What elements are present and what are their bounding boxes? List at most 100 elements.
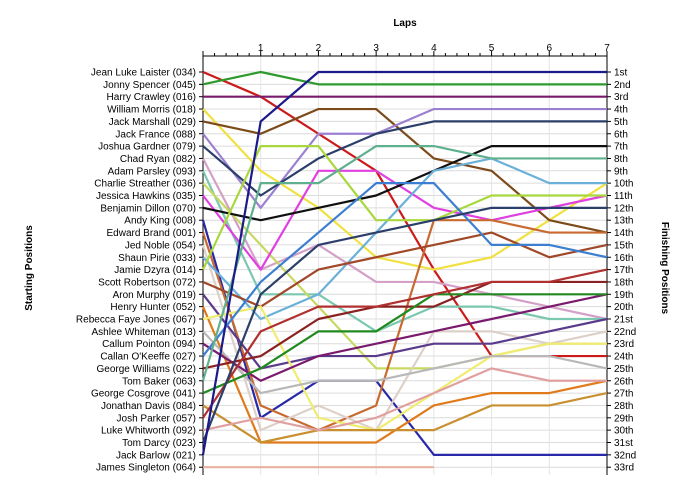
left-axis-title: Starting Positions <box>24 225 35 311</box>
starting-position-label: Henry Hunter (052) <box>110 302 196 313</box>
starting-position-label: Jack Barlow (021) <box>116 450 196 461</box>
finishing-position-label: 16th <box>614 253 633 264</box>
series-line <box>202 293 608 370</box>
starting-position-label: Jamie Dzyra (014) <box>114 265 196 276</box>
finishing-position-label: 22nd <box>614 327 636 338</box>
starting-position-label: Tom Baker (063) <box>122 376 196 387</box>
finishing-position-label: 1st <box>614 68 628 79</box>
starting-position-label: George Williams (022) <box>97 364 196 375</box>
finishing-position-label: 3rd <box>614 92 628 103</box>
finishing-position-label: 32nd <box>614 450 636 461</box>
finishing-position-label: 25th <box>614 364 633 375</box>
finishing-position-label: 27th <box>614 389 633 400</box>
finishing-position-label: 14th <box>614 228 633 239</box>
finishing-position-label: 33rd <box>614 463 634 474</box>
starting-position-label: Charlie Streather (036) <box>94 179 196 190</box>
series-line <box>202 107 608 234</box>
finishing-position-label: 13th <box>614 216 633 227</box>
finishing-position-label: 19th <box>614 290 633 301</box>
series-lines <box>201 70 608 469</box>
series-line <box>202 293 607 395</box>
finishing-position-label: 7th <box>614 142 628 153</box>
finishing-position-label: 5th <box>614 117 628 128</box>
finishing-position-label: 26th <box>614 376 633 387</box>
starting-position-label: Callum Pointon (094) <box>102 339 196 350</box>
lap-tick-label: 1 <box>258 43 264 54</box>
starting-position-label: Jonathan Davis (084) <box>101 401 196 412</box>
series-line <box>202 268 608 419</box>
starting-position-label: Jonny Spencer (045) <box>103 80 196 91</box>
lap-tick-label: 3 <box>373 43 379 54</box>
finishing-position-label: 17th <box>614 265 633 276</box>
right-axis-title: Finishing Positions <box>659 222 670 315</box>
series-line <box>202 367 607 432</box>
series-line <box>202 120 607 197</box>
lap-tick-label: 5 <box>489 43 495 54</box>
series-line <box>202 231 608 308</box>
starting-position-label: Harry Crawley (016) <box>107 92 196 103</box>
finishing-position-label: 11th <box>614 191 633 202</box>
series-line <box>202 70 607 86</box>
finishing-position-label: 21st <box>614 315 633 326</box>
series-line <box>202 392 608 444</box>
starting-position-label: Jack Marshall (029) <box>109 117 196 128</box>
finishing-position-label: 10th <box>614 179 633 190</box>
finishing-position-label: 8th <box>614 154 628 165</box>
top-axis-title: Laps <box>393 18 417 29</box>
series-line <box>201 219 607 456</box>
starting-position-label: Luke Whitworth (092) <box>101 426 196 437</box>
starting-position-label: Edward Brand (001) <box>107 228 197 239</box>
starting-position-label: Benjamin Dillon (070) <box>100 203 196 214</box>
starting-position-label: Aron Murphy (019) <box>113 290 196 301</box>
finishing-position-label: 24th <box>614 352 633 363</box>
starting-position-label: James Singleton (064) <box>96 463 196 474</box>
starting-position-label: Rebecca Faye Jones (067) <box>76 315 196 326</box>
series-line <box>202 145 607 271</box>
finishing-position-label: 20th <box>614 302 633 313</box>
starting-position-label: Scott Robertson (072) <box>98 277 196 288</box>
finishing-position-label: 4th <box>614 105 628 116</box>
lap-tick-label: 7 <box>604 43 610 54</box>
series-line <box>202 293 608 382</box>
starting-position-label: Jack France (088) <box>115 129 196 140</box>
finishing-position-label: 30th <box>614 426 633 437</box>
starting-position-label: Shaun Pirie (033) <box>118 253 196 264</box>
starting-position-label: William Morris (018) <box>107 105 196 116</box>
series-line <box>201 70 607 456</box>
starting-position-label: Josh Parker (057) <box>117 413 196 424</box>
starting-position-label: Adam Parsley (093) <box>108 166 196 177</box>
series-line <box>202 330 608 395</box>
starting-position-label: Jean Luke Laister (034) <box>91 68 196 79</box>
series-line <box>202 170 607 333</box>
series-line <box>202 157 607 321</box>
starting-position-label: Ashlee Whiteman (013) <box>92 327 197 338</box>
series-line <box>202 305 607 432</box>
lap-tick-label: 4 <box>431 43 437 54</box>
finishing-position-label: 29th <box>614 413 633 424</box>
starting-position-label: George Cosgrove (041) <box>91 389 196 400</box>
series-line <box>202 108 608 271</box>
series-line <box>202 157 608 321</box>
axes <box>199 51 611 475</box>
series-line <box>201 306 608 444</box>
finishing-position-label: 28th <box>614 401 633 412</box>
tick-labels: 1 2 3 4 5 6 7 Jean Luke Laister (034)Jonny Spen… <box>76 43 636 474</box>
finishing-position-label: 18th <box>614 277 633 288</box>
starting-position-label: Jed Noble (054) <box>125 240 196 251</box>
finishing-position-label: 15th <box>614 240 633 251</box>
starting-position-label: Callan O'Keeffe (027) <box>100 352 196 363</box>
finishing-position-label: 12th <box>614 203 633 214</box>
starting-position-label: Tom Darcy (023) <box>122 438 196 449</box>
lap-tick-label: 6 <box>547 43 553 54</box>
series-line <box>201 206 607 443</box>
starting-position-label: Jessica Hawkins (035) <box>96 191 196 202</box>
finishing-position-label: 6th <box>614 129 628 140</box>
series-line <box>202 182 607 370</box>
finishing-position-label: 31st <box>614 438 633 449</box>
series-line <box>201 244 608 432</box>
starting-position-label: Joshua Gardner (079) <box>98 142 196 153</box>
starting-position-label: Andy King (008) <box>124 216 196 227</box>
series-line <box>202 107 607 209</box>
